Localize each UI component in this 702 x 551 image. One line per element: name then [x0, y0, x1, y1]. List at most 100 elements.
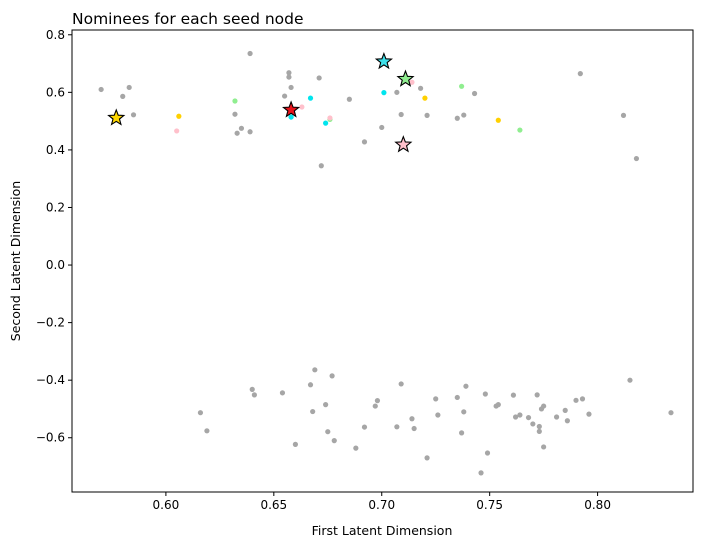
scatter-point: [417, 85, 424, 91]
scatter-point: [534, 392, 540, 398]
scatter-point: [422, 95, 428, 101]
scatter-point: [633, 155, 640, 162]
scatter-point: [459, 430, 465, 436]
scatter-point: [562, 407, 568, 413]
scatter-point: [471, 90, 478, 97]
scatter-point: [424, 455, 430, 461]
scatter-point: [307, 95, 314, 101]
scatter-point: [98, 86, 104, 93]
scatter-point: [495, 117, 501, 123]
scatter-point: [279, 390, 286, 396]
scatter-point: [312, 367, 318, 373]
scatter-point: [292, 441, 299, 447]
scatter-point: [381, 90, 387, 96]
scatter-point: [525, 414, 532, 421]
points-layer: [98, 50, 674, 476]
scatter-point: [346, 96, 352, 102]
scatter-point: [454, 394, 460, 401]
y-tick-label: 0.0: [46, 258, 65, 272]
scatter-point: [372, 403, 378, 409]
scatter-point: [282, 93, 288, 99]
scatter-point: [411, 425, 417, 432]
scatter-point: [409, 416, 415, 422]
y-tick-label: 0.6: [46, 85, 65, 99]
scatter-point: [482, 391, 488, 397]
scatter-point: [232, 98, 238, 104]
scatter-point: [204, 428, 210, 434]
scatter-point: [238, 125, 245, 131]
x-axis-label: First Latent Dimension: [312, 523, 453, 538]
y-tick-label: −0.4: [36, 373, 65, 387]
scatter-point: [435, 412, 441, 418]
scatter-point: [433, 396, 439, 402]
scatter-point: [517, 127, 523, 133]
scatter-point: [299, 104, 305, 110]
seed-star-marker: [394, 135, 413, 153]
scatter-point: [310, 408, 316, 415]
scatter-point: [541, 403, 547, 409]
scatter-point: [461, 409, 467, 415]
seed-star-marker: [374, 52, 393, 70]
scatter-point: [379, 124, 385, 131]
plot-frame: [71, 29, 694, 493]
scatter-point: [536, 428, 542, 435]
chart-title: Nominees for each seed node: [72, 10, 304, 28]
scatter-point: [286, 74, 292, 80]
scatter-point: [586, 411, 592, 417]
scatter-point: [579, 396, 586, 402]
scatter-point: [424, 112, 430, 118]
scatter-point: [307, 382, 314, 388]
scatter-point: [318, 163, 324, 169]
y-tick-label: 0.4: [46, 143, 65, 157]
scatter-point: [323, 120, 329, 126]
scatter-point: [353, 445, 359, 451]
scatter-point: [510, 392, 517, 398]
scatter-point: [232, 111, 238, 117]
scatter-point: [495, 402, 501, 408]
scatter-point: [247, 129, 253, 135]
scatter-point: [409, 79, 415, 85]
x-tick-label: 0.65: [260, 498, 287, 512]
y-tick-label: −0.2: [36, 316, 65, 330]
scatter-point: [247, 50, 253, 57]
scatter-point: [553, 414, 560, 420]
scatter-point: [478, 470, 484, 476]
scatter-point: [620, 112, 627, 118]
scatter-point: [484, 450, 491, 456]
scatter-point: [454, 115, 460, 121]
y-tick-label: 0.2: [46, 200, 65, 214]
scatter-point: [627, 377, 633, 383]
scatter-point: [564, 418, 570, 424]
scatter-point: [126, 84, 132, 91]
seed-star-marker: [282, 100, 301, 118]
scatter-point: [316, 75, 322, 81]
scatter-point: [394, 89, 400, 95]
x-axis: 0.60 0.65 0.70 0.75 0.80: [153, 492, 611, 512]
scatter-point: [394, 424, 400, 430]
y-axis: −0.6 −0.4 −0.2 0.0 0.2 0.4 0.6 0.8: [36, 28, 72, 445]
scatter-point: [288, 84, 294, 91]
scatter-point: [541, 444, 547, 450]
scatter-point: [573, 397, 579, 403]
x-tick-label: 0.60: [153, 498, 180, 512]
scatter-point: [249, 386, 255, 392]
x-tick-label: 0.75: [476, 498, 503, 512]
scatter-point: [398, 381, 404, 387]
seed-star-marker: [396, 69, 415, 87]
scatter-point: [286, 70, 292, 76]
scatter-point: [174, 128, 180, 134]
scatter-point: [327, 115, 333, 121]
y-tick-label: 0.8: [46, 28, 65, 42]
scatter-point: [329, 373, 335, 379]
scatter-point: [323, 402, 329, 408]
scatter-point: [325, 429, 331, 435]
scatter-point: [459, 83, 465, 89]
scatter-point: [536, 423, 542, 430]
scatter-point: [517, 412, 523, 418]
scatter-point: [130, 112, 137, 118]
y-tick-label: −0.6: [36, 431, 65, 445]
scatter-point: [374, 398, 381, 404]
